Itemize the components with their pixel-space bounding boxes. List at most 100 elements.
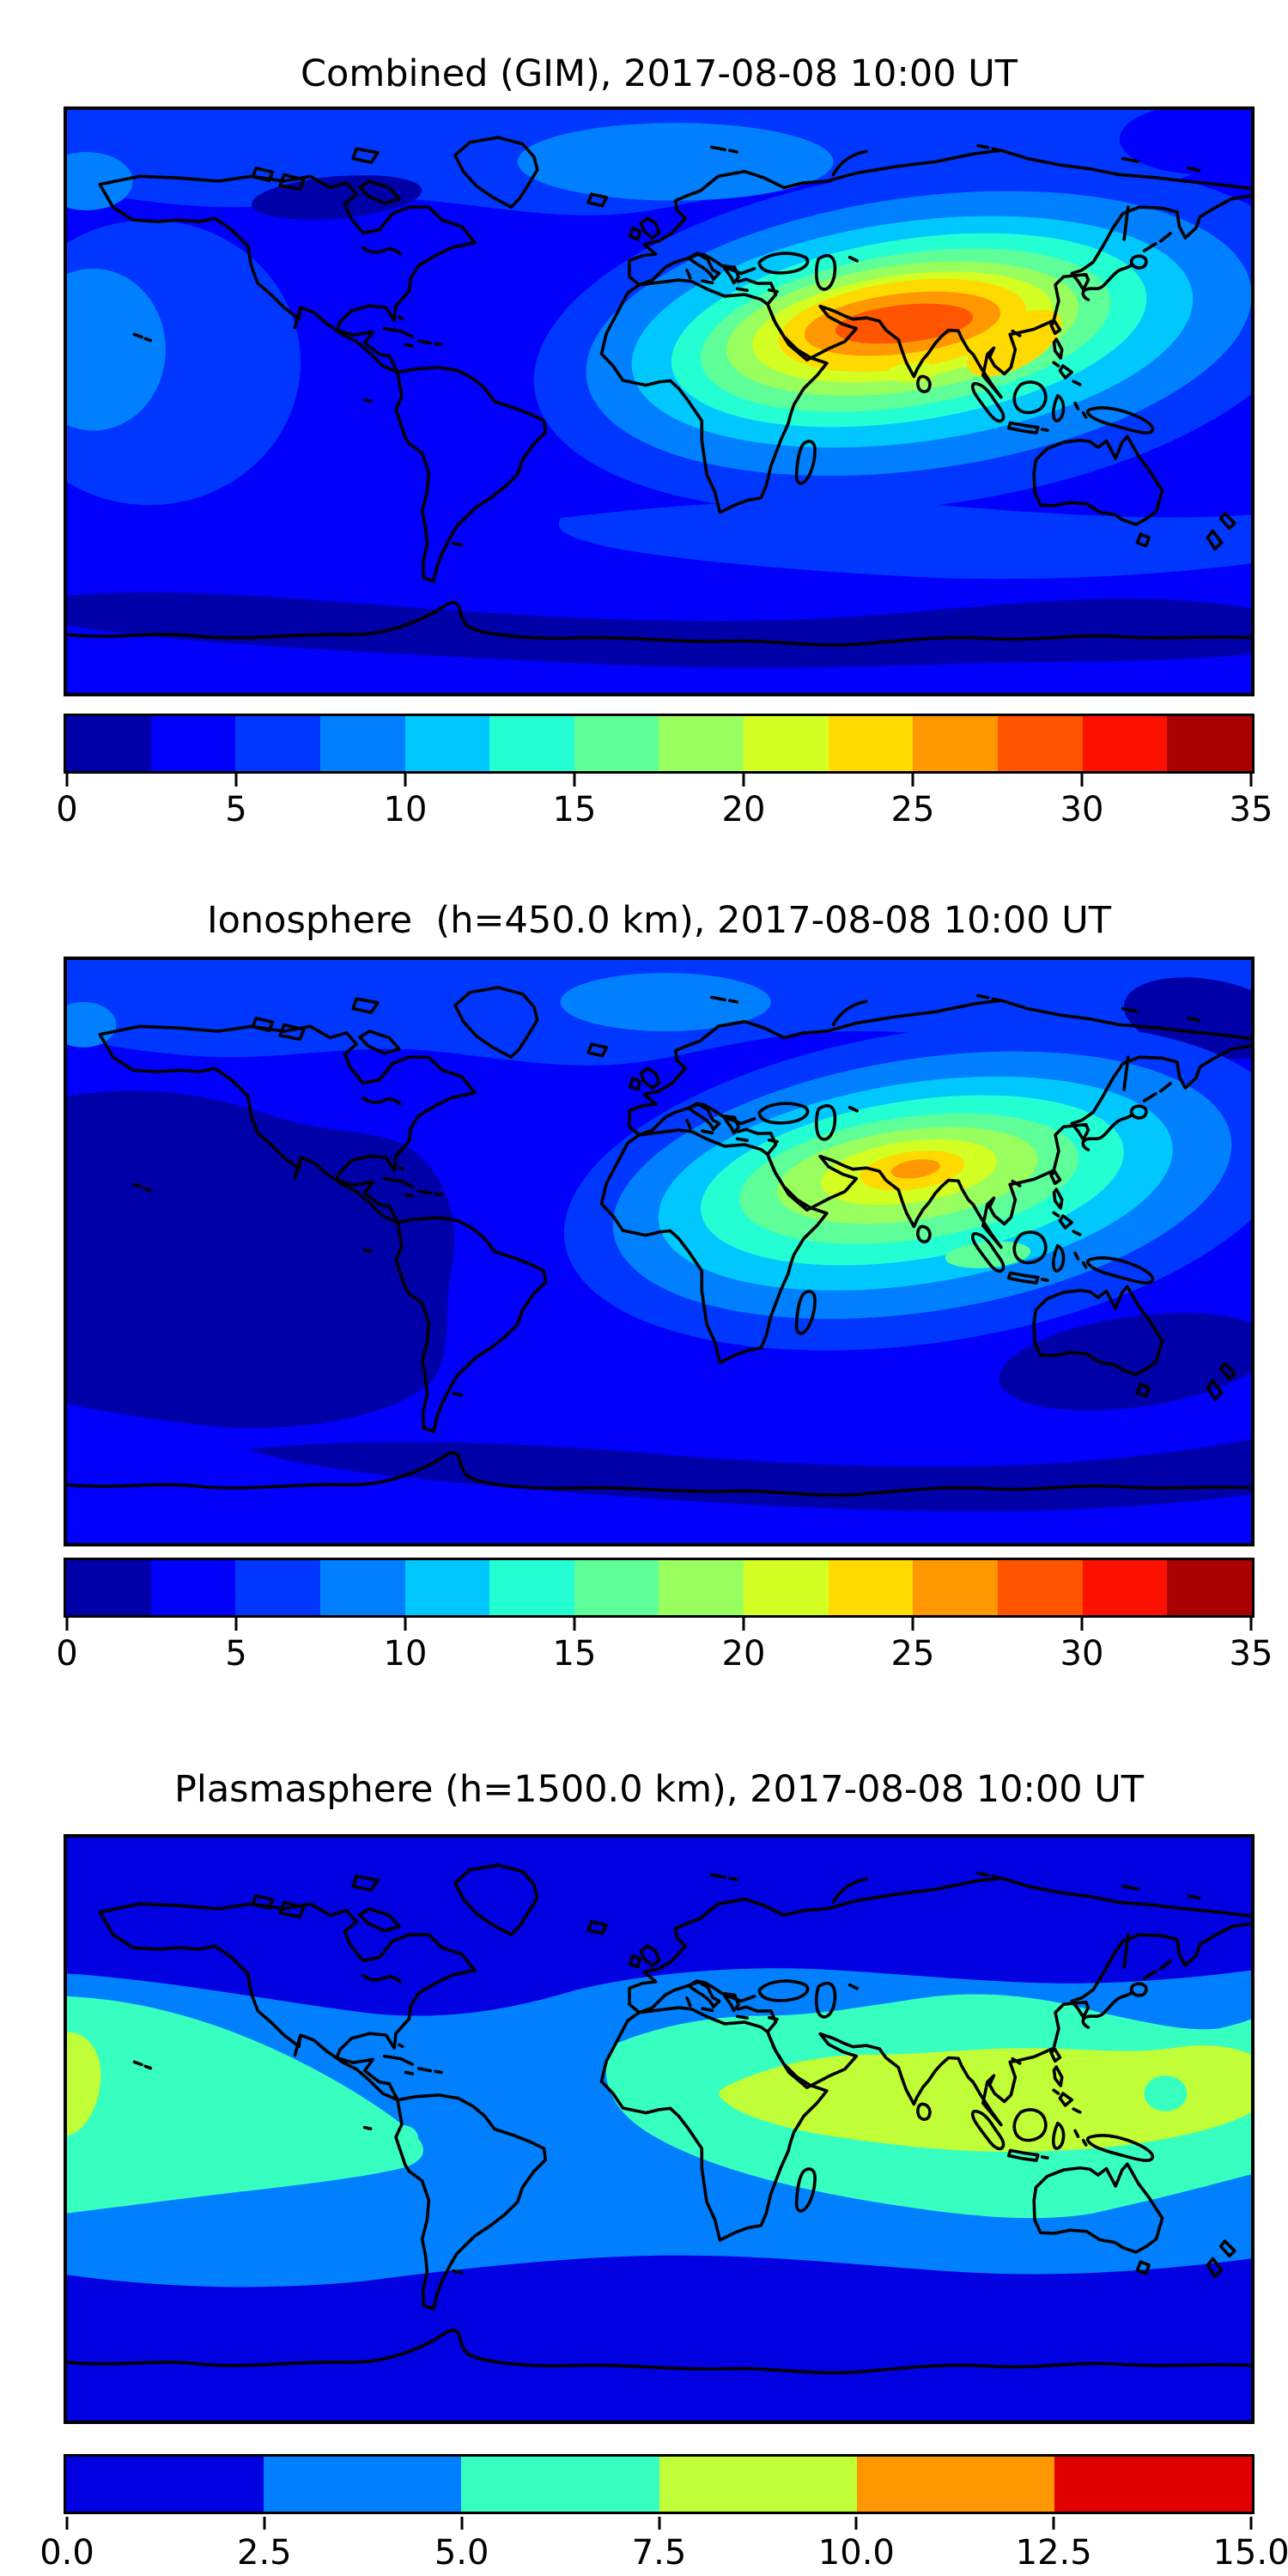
colorbar-combined bbox=[64, 714, 1255, 774]
colorbar-ticks-ionosphere: 0 5 10 15 20 25 30 35 bbox=[56, 1618, 1273, 1678]
colorbar-tick-mark bbox=[404, 1618, 407, 1631]
panel-title-plasmasphere: Plasmasphere (h=1500.0 km), 2017-08-08 1… bbox=[173, 1768, 1145, 1811]
contour-fill bbox=[999, 1313, 1251, 1411]
colorbar-segment bbox=[1082, 1560, 1168, 1615]
colorbar-tick-label: 10 bbox=[383, 1634, 428, 1674]
colorbar-segment bbox=[489, 1560, 574, 1615]
colorbar-tick-mark bbox=[742, 1618, 745, 1631]
colorbar-segment bbox=[659, 1560, 744, 1615]
colorbar-segment bbox=[264, 2457, 462, 2512]
colorbar-tick-label: 10 bbox=[383, 790, 428, 829]
colorbar-tick-label: 0 bbox=[56, 1634, 78, 1674]
colorbar-tick-label: 0 bbox=[56, 790, 78, 829]
colorbar-segment bbox=[744, 1560, 829, 1615]
colorbar-ticks-plasmasphere: 0.0 2.5 5.0 7.5 10.0 12.5 15.0 bbox=[39, 2517, 1288, 2576]
contour-fill bbox=[251, 174, 422, 220]
colorbar-tick-mark bbox=[742, 774, 745, 787]
colorbar-segment bbox=[744, 716, 829, 771]
colorbar-tick-mark bbox=[1249, 774, 1253, 787]
world-map-combined bbox=[64, 106, 1255, 696]
colorbar-segment bbox=[913, 1560, 999, 1615]
contour-fill bbox=[890, 1159, 940, 1179]
contour-fill bbox=[517, 123, 834, 201]
colorbar-tick-mark bbox=[1052, 2517, 1055, 2530]
colorbar-segment bbox=[998, 716, 1083, 771]
colorbar-segment bbox=[235, 1560, 320, 1615]
colorbar-tick-mark bbox=[1249, 2517, 1253, 2530]
colorbar-tick-label: 25 bbox=[890, 790, 935, 829]
contour-map-svg-combined bbox=[67, 110, 1251, 693]
colorbar-segment bbox=[404, 1560, 490, 1615]
colorbar-segment bbox=[1167, 716, 1252, 771]
contour-fill bbox=[67, 592, 1251, 668]
colorbar-segment bbox=[574, 716, 659, 771]
colorbar-tick-mark bbox=[573, 1618, 576, 1631]
colorbar-segment bbox=[66, 716, 151, 771]
contour-fill bbox=[247, 1439, 1251, 1512]
colorbar-tick-label: 15 bbox=[552, 1634, 597, 1674]
colorbar-ticks-combined: 0 5 10 15 20 25 30 35 bbox=[56, 774, 1273, 834]
colorbar-tick-mark bbox=[234, 774, 238, 787]
colorbar-segment bbox=[404, 716, 490, 771]
world-map-ionosphere bbox=[64, 957, 1255, 1546]
colorbar-segment bbox=[828, 716, 914, 771]
colorbar-segment bbox=[489, 716, 574, 771]
colorbar-tick-mark bbox=[1080, 774, 1084, 787]
colorbar-segment bbox=[66, 1560, 151, 1615]
colorbar-tick-label: 35 bbox=[1229, 790, 1273, 829]
colorbar-segment bbox=[998, 1560, 1083, 1615]
colorbar-tick-label: 5 bbox=[225, 1634, 247, 1674]
colorbar-tick-mark bbox=[65, 1618, 69, 1631]
contour-fill bbox=[945, 1241, 1031, 1268]
contour-fill bbox=[67, 1996, 424, 2214]
contour-fill bbox=[1119, 110, 1251, 175]
panel-title-ionosphere: Ionosphere (h=450.0 km), 2017-08-08 10:0… bbox=[206, 899, 1112, 942]
colorbar-tick-mark bbox=[854, 2517, 858, 2530]
colorbar-segment bbox=[856, 2457, 1054, 2512]
colorbar-tick-label: 12.5 bbox=[1015, 2533, 1092, 2573]
colorbar-tick-label: 20 bbox=[721, 1634, 766, 1674]
colorbar-segment bbox=[574, 1560, 659, 1615]
contour-fill bbox=[67, 2032, 101, 2136]
contour-fill bbox=[67, 1091, 455, 1428]
colorbar-segment bbox=[1082, 716, 1168, 771]
contour-fill bbox=[835, 303, 973, 344]
colorbar-segment bbox=[659, 2457, 857, 2512]
colorbar-segment bbox=[319, 716, 405, 771]
contour-fill bbox=[67, 1002, 117, 1048]
colorbar-tick-label: 25 bbox=[890, 1634, 935, 1674]
colorbar-tick-label: 30 bbox=[1060, 1634, 1104, 1674]
colorbar-tick-label: 15 bbox=[552, 790, 597, 829]
colorbar-tick-label: 7.5 bbox=[631, 2533, 687, 2573]
colorbar-tick-label: 30 bbox=[1060, 790, 1104, 829]
contour-map-svg-plasmasphere bbox=[67, 1838, 1251, 2421]
colorbar-segment bbox=[1167, 1560, 1252, 1615]
colorbar-segment bbox=[319, 1560, 405, 1615]
contour-fill bbox=[67, 152, 133, 210]
colorbar-tick-mark bbox=[460, 2517, 464, 2530]
colorbar-tick-mark bbox=[404, 774, 407, 787]
colorbar-segment bbox=[659, 716, 744, 771]
colorbar-segment bbox=[461, 2457, 659, 2512]
colorbar-ionosphere bbox=[64, 1558, 1255, 1618]
colorbar-tick-label: 20 bbox=[721, 790, 766, 829]
coastline bbox=[67, 987, 1251, 1495]
colorbar-segment bbox=[66, 2457, 264, 2512]
contour-fill bbox=[67, 268, 166, 431]
colorbar-tick-label: 5 bbox=[225, 790, 247, 829]
colorbar-tick-label: 0.0 bbox=[39, 2533, 94, 2573]
colorbar-tick-label: 10.0 bbox=[817, 2533, 895, 2573]
colorbar-tick-mark bbox=[1080, 1618, 1084, 1631]
colorbar-tick-mark bbox=[911, 1618, 914, 1631]
colorbar-tick-mark bbox=[263, 2517, 266, 2530]
coastline bbox=[67, 137, 1251, 645]
world-map-plasmasphere bbox=[64, 1834, 1255, 2424]
colorbar-tick-mark bbox=[658, 2517, 660, 2530]
colorbar-tick-mark bbox=[573, 774, 576, 787]
colorbar-segment bbox=[150, 1560, 236, 1615]
contour-fill bbox=[560, 973, 771, 1031]
colorbar-segment bbox=[1054, 2457, 1253, 2512]
contour-map-svg-ionosphere bbox=[67, 960, 1251, 1543]
colorbar-segment bbox=[828, 1560, 914, 1615]
